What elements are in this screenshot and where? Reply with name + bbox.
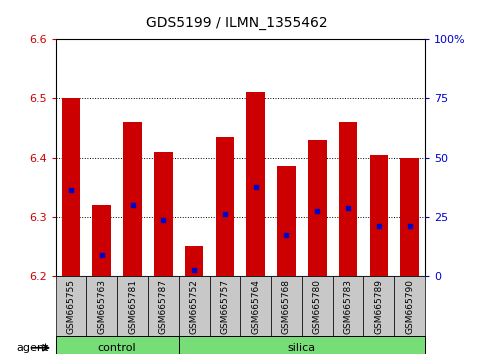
- Text: GDS5199 / ILMN_1355462: GDS5199 / ILMN_1355462: [146, 16, 327, 30]
- Text: GSM665790: GSM665790: [405, 279, 414, 334]
- Text: GSM665781: GSM665781: [128, 279, 137, 334]
- Text: GSM665789: GSM665789: [374, 279, 384, 334]
- Bar: [339, 122, 357, 276]
- Text: control: control: [98, 343, 136, 353]
- Text: silica: silica: [288, 343, 316, 353]
- Bar: [154, 152, 172, 276]
- Text: agent: agent: [16, 343, 48, 353]
- Text: GSM665764: GSM665764: [251, 279, 260, 334]
- Bar: [369, 155, 388, 276]
- Bar: [277, 166, 296, 276]
- Text: GSM665780: GSM665780: [313, 279, 322, 334]
- Bar: [185, 246, 203, 276]
- Text: GSM665787: GSM665787: [159, 279, 168, 334]
- Bar: [62, 98, 80, 276]
- Bar: [246, 92, 265, 276]
- Text: GSM665757: GSM665757: [220, 279, 229, 334]
- Bar: [308, 140, 327, 276]
- Text: GSM665783: GSM665783: [343, 279, 353, 334]
- Bar: [400, 158, 419, 276]
- Bar: [92, 205, 111, 276]
- Text: GSM665768: GSM665768: [282, 279, 291, 334]
- Text: GSM665763: GSM665763: [97, 279, 106, 334]
- Bar: [215, 137, 234, 276]
- Text: GSM665752: GSM665752: [190, 279, 199, 334]
- Bar: [123, 122, 142, 276]
- Text: GSM665755: GSM665755: [67, 279, 75, 334]
